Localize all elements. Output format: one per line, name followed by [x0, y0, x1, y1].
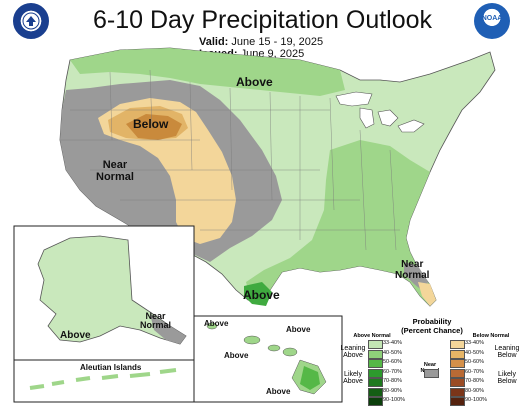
- legend-leaning-above: Leaning Above: [340, 345, 366, 360]
- label-hawaii-above-1: Above: [204, 319, 229, 328]
- legend-above-bin-label: 60-70%: [383, 368, 402, 375]
- label-above-north: Above: [236, 75, 273, 89]
- legend-above-swatch: [368, 359, 383, 368]
- legend-near-swatch: [424, 368, 439, 378]
- label-hawaii-above-4: Above: [266, 387, 291, 396]
- above-50-texas: [244, 282, 272, 306]
- legend-below-swatch: [450, 349, 465, 359]
- page-title: 6-10 Day Precipitation Outlook: [92, 6, 433, 34]
- noaa-logo-text: NOAA: [481, 15, 503, 22]
- above-40-north: [70, 48, 345, 96]
- label-near-normal-florida: Near Normal: [395, 259, 430, 281]
- legend-below-bin-label: 60-70%: [465, 368, 484, 375]
- below-50-west: [126, 114, 182, 140]
- alaska-near-normal: [150, 314, 186, 344]
- legend-likely-above: Likely Above: [343, 371, 363, 386]
- probability-legend: Probability (Percent Chance) Above Normal…: [340, 317, 522, 406]
- label-above-texas: Above: [243, 288, 280, 302]
- legend-below-bin-label: 70-80%: [465, 378, 484, 384]
- legend-below-header: Below Normal: [472, 333, 510, 339]
- legend-title: Probability (Percent Chance): [401, 317, 463, 335]
- above-40-southeast: [246, 140, 436, 306]
- aleutian-inset-frame: [13, 359, 195, 403]
- legend-below-bin-label: 90-100%: [465, 397, 488, 403]
- doc-seal-icon: [13, 3, 49, 39]
- legend-above-bin-label: 80-90%: [383, 387, 402, 394]
- label-hawaii-above-3: Above: [224, 351, 249, 360]
- below-33-florida: [418, 282, 436, 306]
- legend-below-swatch: [450, 387, 465, 397]
- legend-below-swatch: [450, 359, 465, 368]
- noaa-logo-icon: NOAA: [474, 3, 510, 39]
- label-alaska-above: Above: [60, 330, 91, 341]
- legend-above-bin-label: 40-50%: [383, 349, 402, 356]
- legend-above-swatch: [368, 387, 383, 397]
- valid-line: Valid: June 15 - 19, 2025: [199, 36, 323, 48]
- legend-below-swatch: [450, 368, 465, 378]
- valid-dates: June 15 - 19, 2025: [231, 36, 324, 48]
- alaska-land: [37, 235, 187, 345]
- legend-above-bin-label: 50-60%: [383, 359, 402, 365]
- legend-below-swatch: [450, 340, 465, 349]
- legend-below-bin-label: 80-90%: [465, 387, 484, 394]
- legend-above-swatch: [368, 340, 383, 349]
- legend-above-swatch: [368, 349, 383, 359]
- label-near-normal-west: Near Normal: [96, 159, 134, 183]
- valid-label: Valid:: [199, 36, 229, 48]
- legend-leaning-below: Leaning Below: [494, 345, 520, 360]
- hawaii-big-island-darker: [300, 366, 320, 390]
- legend-below-bin-label: 50-60%: [465, 359, 484, 365]
- label-below-west: Below: [133, 117, 169, 131]
- legend-below-swatch: [450, 378, 465, 387]
- legend-above-bin-label: 33-40%: [383, 340, 402, 346]
- legend-above-swatch: [368, 368, 383, 378]
- great-lakes: [335, 91, 425, 133]
- legend-below-bin-label: 40-50%: [465, 349, 484, 356]
- legend-below-bin-label: 33-40%: [465, 340, 484, 346]
- legend-above-swatch: [368, 378, 383, 387]
- legend-above-bin-label: 70-80%: [383, 378, 402, 384]
- aleutian-islands-shape: [29, 368, 177, 390]
- legend-above-header: Above Normal: [353, 333, 391, 339]
- state-borders: [60, 69, 400, 251]
- label-aleutian: Aleutian Islands: [80, 363, 142, 372]
- legend-above-bin-label: 90-100%: [383, 397, 406, 403]
- label-alaska-near-normal: Near Normal: [140, 311, 172, 331]
- legend-likely-below: Likely Below: [497, 371, 517, 386]
- label-hawaii-above-2: Above: [286, 325, 311, 334]
